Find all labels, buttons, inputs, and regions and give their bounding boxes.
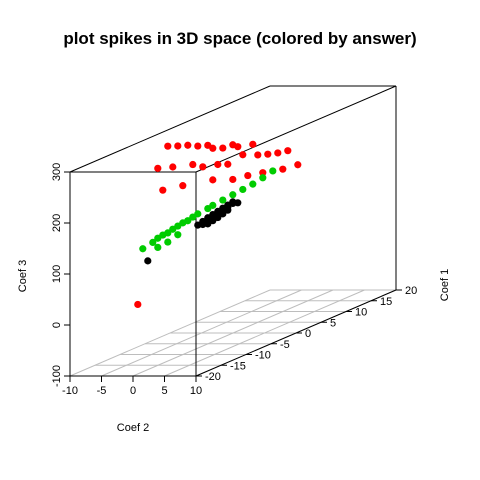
data-point-series-1 bbox=[224, 206, 232, 214]
data-point-series-2 bbox=[184, 217, 192, 225]
data-point-series-0 bbox=[239, 151, 247, 159]
data-point-series-2 bbox=[164, 238, 172, 246]
data-point-series-0 bbox=[194, 142, 202, 150]
data-point-series-0 bbox=[249, 140, 257, 148]
tick-label-coef3: 0 bbox=[51, 322, 63, 328]
box-edge bbox=[69, 85, 271, 173]
data-point-series-0 bbox=[244, 171, 252, 180]
data-point-series-0 bbox=[259, 169, 267, 177]
chart-title: plot spikes in 3D space (colored by answ… bbox=[63, 29, 416, 48]
data-point-series-2 bbox=[139, 245, 147, 253]
data-point-series-0 bbox=[224, 160, 232, 168]
data-point-series-2 bbox=[154, 243, 162, 251]
tick-label-coef2: 10 bbox=[190, 385, 202, 397]
tick-label-coef3: -100 bbox=[51, 365, 63, 387]
data-point-series-2 bbox=[164, 229, 172, 237]
data-point-series-2 bbox=[239, 185, 247, 194]
data-point-series-2 bbox=[249, 180, 257, 188]
data-point-series-2 bbox=[174, 231, 182, 239]
data-point-series-0 bbox=[229, 175, 237, 184]
data-point-series-0 bbox=[209, 144, 217, 152]
data-point-series-0 bbox=[169, 163, 177, 171]
data-point-series-0 bbox=[214, 160, 222, 169]
data-point-series-0 bbox=[189, 160, 197, 169]
data-point-series-1 bbox=[214, 213, 222, 222]
tick-label-coef1: 20 bbox=[405, 285, 417, 297]
data-point-series-2 bbox=[149, 238, 157, 247]
tick-label-coef1: -15 bbox=[230, 360, 246, 372]
data-point-series-0 bbox=[274, 149, 282, 157]
tick-label-coef3: 100 bbox=[51, 265, 63, 283]
data-point-series-0 bbox=[254, 151, 262, 159]
data-point-series-2 bbox=[194, 210, 202, 218]
data-point-series-2 bbox=[219, 196, 227, 204]
data-point-series-1 bbox=[234, 199, 242, 207]
tick-label-coef1: 5 bbox=[330, 317, 336, 329]
box-edge bbox=[195, 85, 397, 173]
data-point-series-2 bbox=[229, 191, 237, 199]
data-point-series-0 bbox=[184, 141, 192, 149]
tick-label-coef3: 300 bbox=[51, 163, 63, 181]
data-point-series-2 bbox=[259, 174, 267, 182]
data-point-series-0 bbox=[294, 161, 302, 169]
data-point-series-2 bbox=[269, 167, 277, 175]
data-point-series-0 bbox=[209, 176, 217, 184]
tick-label-coef2: -5 bbox=[97, 385, 107, 397]
tick-label-coef3: 200 bbox=[51, 214, 63, 232]
tick-label-coef1: -5 bbox=[280, 339, 290, 351]
data-point-series-0 bbox=[234, 143, 242, 151]
tick-label-coef2: -10 bbox=[62, 385, 78, 397]
data-point-series-0 bbox=[284, 147, 292, 155]
data-point-series-0 bbox=[174, 142, 182, 150]
tick-label-coef1: 10 bbox=[355, 307, 367, 319]
data-point-series-0 bbox=[179, 182, 187, 190]
data-points bbox=[134, 140, 302, 309]
axis-label-coef3: Coef 3 bbox=[17, 260, 29, 292]
axis-label-coef2: Coef 2 bbox=[117, 422, 149, 434]
data-point-series-0 bbox=[264, 150, 272, 158]
tick-label-coef2: 0 bbox=[130, 385, 136, 397]
data-point-series-0 bbox=[134, 300, 142, 309]
data-point-series-0 bbox=[164, 142, 172, 150]
axis-label-coef1: Coef 1 bbox=[439, 269, 451, 301]
data-point-series-0 bbox=[279, 165, 287, 173]
tick-label-coef1: 15 bbox=[380, 296, 392, 308]
tick-label-coef2: 5 bbox=[161, 385, 167, 397]
data-point-series-0 bbox=[154, 164, 162, 172]
data-point-series-0 bbox=[159, 186, 167, 194]
data-point-series-0 bbox=[219, 144, 227, 152]
data-point-series-1 bbox=[219, 210, 227, 218]
tick-label-coef1: -20 bbox=[205, 371, 221, 383]
tick-label-coef1: -10 bbox=[255, 350, 271, 362]
data-point-series-1 bbox=[144, 257, 152, 265]
data-point-series-2 bbox=[209, 201, 217, 209]
tick-label-coef1: 0 bbox=[305, 328, 311, 340]
data-point-series-0 bbox=[199, 163, 207, 171]
